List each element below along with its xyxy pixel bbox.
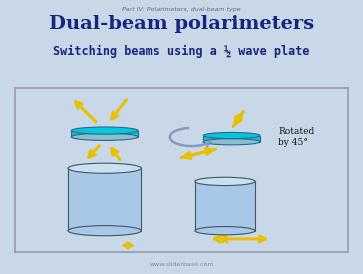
Text: Switching beams using a ½ wave plate: Switching beams using a ½ wave plate — [53, 45, 310, 58]
Ellipse shape — [68, 226, 142, 236]
Ellipse shape — [195, 227, 255, 235]
Ellipse shape — [203, 132, 260, 139]
Ellipse shape — [71, 133, 138, 141]
Text: www.sliderbase.com: www.sliderbase.com — [149, 262, 214, 267]
Text: Rotated
by 45°: Rotated by 45° — [278, 127, 315, 147]
Ellipse shape — [203, 139, 260, 145]
Ellipse shape — [71, 127, 138, 134]
Bar — [68, 168, 142, 231]
Ellipse shape — [195, 177, 255, 185]
Ellipse shape — [68, 163, 142, 173]
Text: Dual-beam polarimeters: Dual-beam polarimeters — [49, 15, 314, 33]
Bar — [71, 131, 138, 137]
Text: Part IV: Polarimeters, dual-beam type: Part IV: Polarimeters, dual-beam type — [122, 7, 241, 12]
Bar — [203, 136, 260, 142]
Bar — [195, 181, 255, 231]
